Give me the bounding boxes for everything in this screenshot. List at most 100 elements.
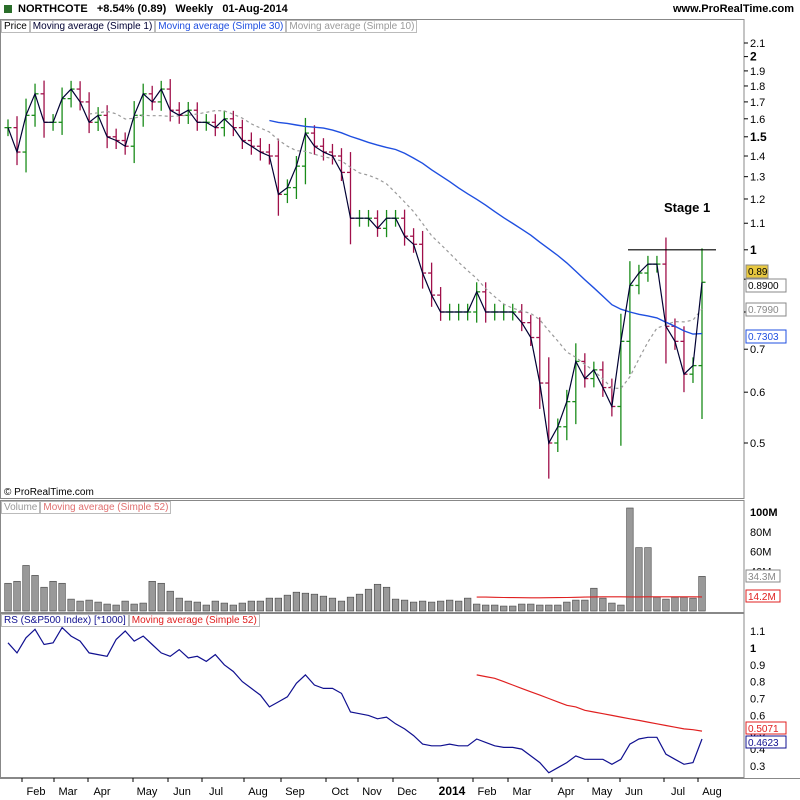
ma30-line (269, 119, 703, 335)
volume-last-value: 14.2M (745, 589, 781, 603)
price-tick-label: 1.4 (750, 151, 765, 163)
x-axis: Feb Mar Apr May Jun Jul Aug Sep Oct Nov Dec 2014 Feb… (21, 778, 722, 798)
volume-bar (527, 603, 535, 612)
badge-box (745, 569, 781, 583)
badge-text: 0.4623 (748, 738, 779, 749)
ohlc-bar (139, 83, 147, 127)
ohlc-bar (626, 261, 634, 375)
volume-bar (166, 590, 174, 612)
volume-bar (139, 602, 147, 612)
chart-title: NORTHCOTE +8.54% (0.89) Weekly 01-Aug-20… (18, 3, 288, 15)
ohlc-bar (383, 209, 391, 238)
volume-bar (671, 596, 679, 612)
ohlc-bar (58, 87, 66, 135)
ohlc-bar (238, 119, 246, 150)
volume-bar (680, 596, 688, 612)
volume-ma-line (476, 596, 703, 599)
ohlc-bar (247, 132, 255, 155)
volume-bar (400, 599, 409, 612)
badge-text: 0.5071 (748, 724, 779, 735)
legend-ma1[interactable]: Moving average (Simple 1) (29, 20, 156, 33)
ohlc-bar (67, 80, 75, 108)
ohlc-bar (473, 282, 481, 323)
rs-legend: RS (S&P500 Index) [*1000] Moving average… (1, 614, 260, 627)
volume-bar (67, 598, 75, 612)
volume-bar (500, 605, 508, 612)
volume-bar (536, 604, 544, 612)
volume-bar (328, 597, 337, 612)
price-change: +8.54% (0.89) (96, 3, 167, 15)
x-tick-label: Aug (248, 786, 268, 798)
legend-rs[interactable]: RS (S&P500 Index) [*1000] (1, 614, 129, 627)
volume-bar (337, 600, 346, 612)
volume-bar (31, 575, 39, 612)
legend-volume[interactable]: Volume (1, 501, 41, 514)
price-tick-label: 1.3 (750, 172, 765, 184)
x-tick-label: Jun (173, 786, 191, 798)
volume-bar (301, 592, 310, 612)
ohlc-bar (437, 287, 445, 321)
volume-bar (626, 507, 634, 612)
legend-price[interactable]: Price (1, 20, 30, 33)
volume-bar (148, 580, 156, 612)
ohlc-bar (166, 79, 174, 122)
price-panel-frame (0, 19, 745, 499)
ohlc-bar (265, 143, 273, 165)
period: Weekly (175, 3, 214, 15)
volume-bar (382, 586, 391, 612)
legend-volume-ma[interactable]: Moving average (Simple 52) (40, 501, 172, 514)
ohlc-bar (112, 128, 120, 150)
volume-bar (473, 603, 481, 612)
legend-ma10[interactable]: Moving average (Simple 10) (286, 20, 418, 33)
ohlc-bar (40, 80, 48, 138)
volume-bar (4, 582, 12, 612)
badge-box (745, 329, 787, 344)
x-tick-label: Apr (557, 786, 574, 798)
ohlc-bar (545, 357, 553, 479)
ohlc-bar (337, 148, 345, 181)
volume-bar (103, 603, 111, 612)
volume-bar (274, 597, 282, 612)
price-last-value: 0.8900 (745, 278, 787, 293)
volume-legend: Volume Moving average (Simple 52) (1, 501, 172, 514)
price-tick-label: 0.7 (750, 344, 765, 356)
volume-tick-label: 80M (750, 527, 771, 539)
badge-text: 34.3M (748, 572, 776, 583)
badge-text: 0.7303 (748, 332, 779, 343)
volume-bar (202, 604, 210, 612)
volume-bar (437, 600, 445, 612)
rs-tick-label: 1.1 (750, 626, 765, 638)
volume-bar (698, 576, 706, 612)
volume-bar (112, 604, 120, 612)
legend-ma30[interactable]: Moving average (Simple 30) (155, 20, 287, 33)
volume-bar (319, 595, 328, 612)
volume-bar (599, 597, 607, 612)
volume-bar (572, 599, 580, 612)
price-tick-label: 1.7 (750, 97, 765, 109)
volume-bar (355, 593, 364, 612)
volume-bar (121, 600, 129, 612)
volume-bar (40, 586, 48, 612)
rs-last-value: 0.4623 (745, 735, 787, 749)
volume-bar (85, 599, 93, 612)
badge-text: 0.89 (748, 267, 768, 278)
ohlc-bar (635, 264, 643, 295)
volume-bar (428, 601, 436, 612)
price-tick-label: 0.5 (750, 438, 765, 450)
volume-bar (689, 597, 697, 612)
volume-bar (391, 598, 400, 612)
rs-tick-label: 0.6 (750, 710, 765, 722)
symbol-name: NORTHCOTE (18, 3, 88, 15)
rs-line (7, 626, 703, 774)
ma10-line (89, 109, 703, 390)
badge-box (745, 589, 781, 603)
x-tick-label: Jul (209, 786, 223, 798)
volume-bar (220, 602, 228, 612)
legend-rs-ma[interactable]: Moving average (Simple 52) (128, 614, 260, 627)
ohlc-bar (671, 318, 679, 350)
badge-box (745, 264, 769, 279)
ohlc-bar (374, 210, 382, 237)
volume-panel-frame (0, 500, 745, 613)
ohlc-bar (410, 228, 418, 253)
